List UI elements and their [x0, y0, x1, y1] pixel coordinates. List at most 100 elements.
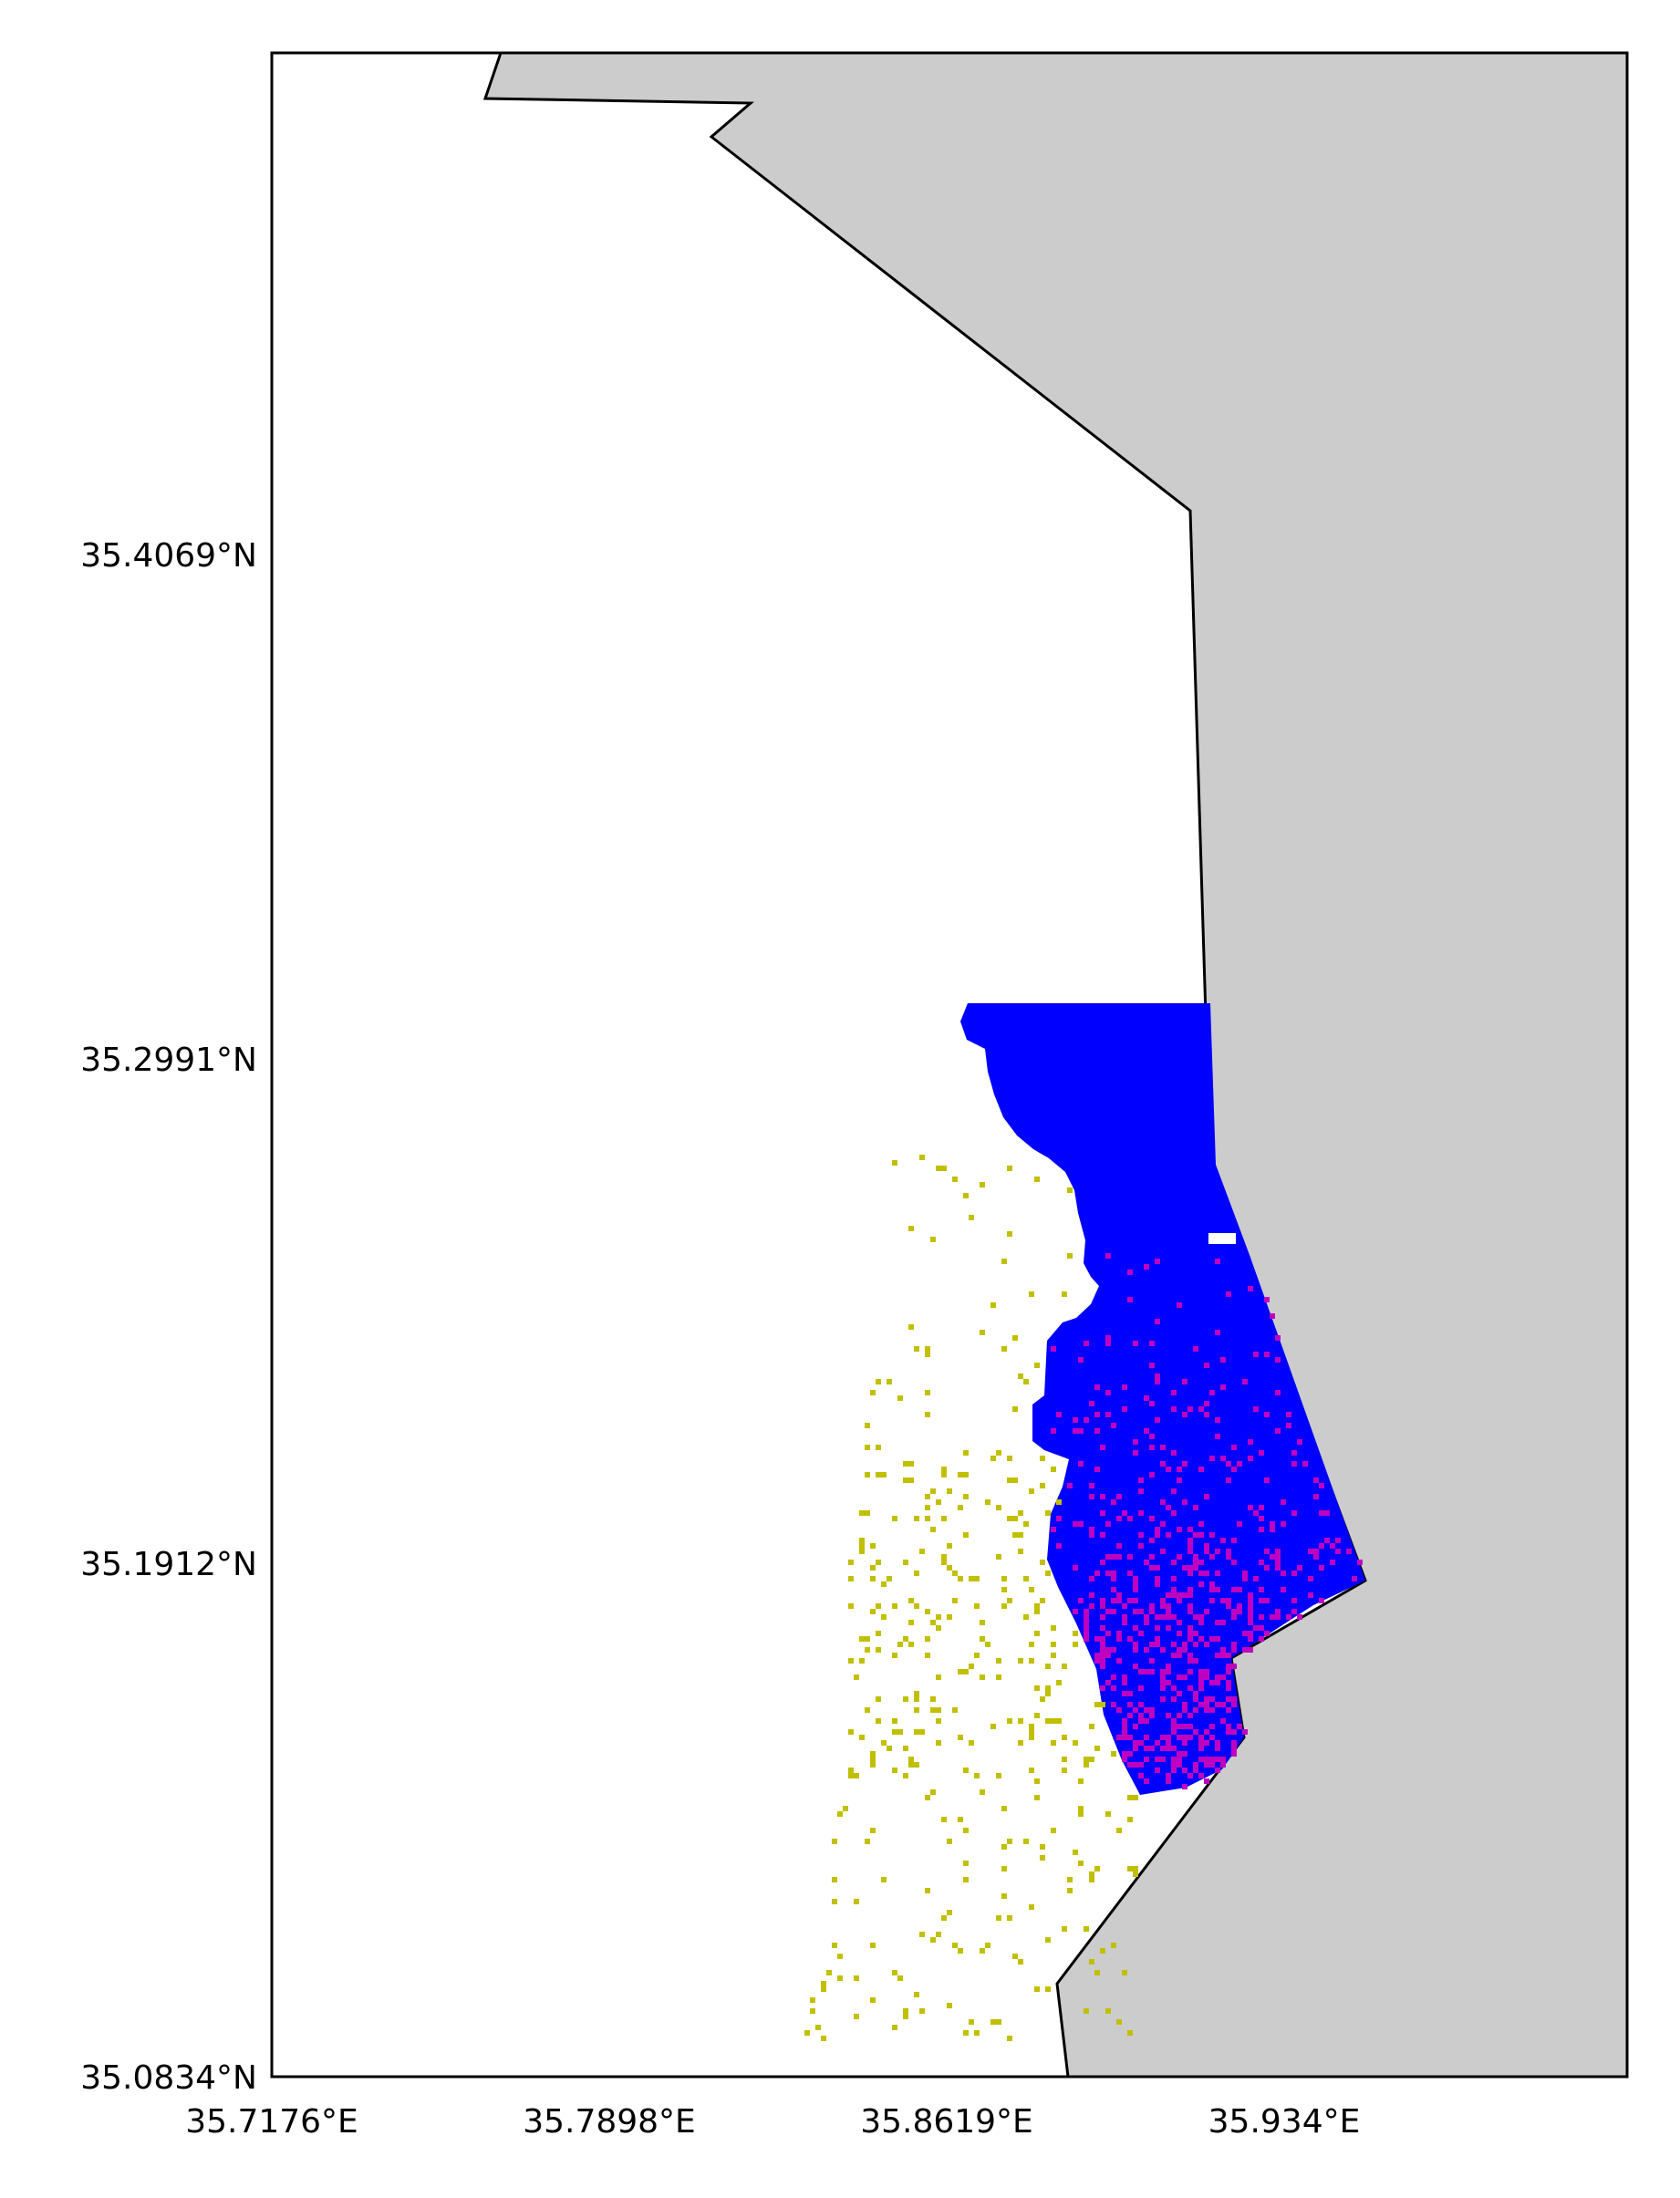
- magenta-cell: [1259, 1505, 1264, 1510]
- yellow-cell: [980, 1789, 985, 1795]
- magenta-cell: [1105, 1631, 1111, 1636]
- magenta-cell: [1182, 1499, 1187, 1505]
- magenta-cell: [1286, 1614, 1291, 1620]
- magenta-cell: [1231, 1467, 1237, 1472]
- magenta-cell: [1122, 1510, 1127, 1516]
- magenta-cell: [1127, 1636, 1133, 1642]
- magenta-cell: [1187, 1406, 1193, 1412]
- yellow-cell: [1045, 1937, 1051, 1943]
- magenta-cell: [1187, 1543, 1193, 1549]
- yellow-cell: [963, 1532, 969, 1538]
- magenta-cell: [1094, 1636, 1100, 1642]
- magenta-cell: [1138, 1477, 1144, 1483]
- magenta-cell: [1209, 1532, 1215, 1538]
- magenta-cell: [1204, 1412, 1209, 1417]
- yellow-cell: [1029, 1642, 1034, 1647]
- magenta-cell: [1133, 1587, 1138, 1592]
- magenta-cell: [1089, 1494, 1094, 1499]
- magenta-cell: [1248, 1439, 1253, 1445]
- magenta-cell: [1100, 1685, 1105, 1691]
- magenta-cell: [1144, 1669, 1149, 1674]
- magenta-cell: [1111, 1423, 1116, 1428]
- magenta-cell: [1182, 1740, 1187, 1746]
- magenta-cell: [1133, 1439, 1138, 1445]
- yellow-cell: [859, 1510, 865, 1516]
- yellow-cell: [914, 1691, 919, 1696]
- magenta-cell: [1133, 1581, 1138, 1587]
- magenta-cell: [1133, 1642, 1138, 1647]
- yellow-cell: [1056, 1718, 1062, 1724]
- yellow-cell: [919, 2008, 925, 2014]
- yellow-cell: [903, 1773, 908, 1778]
- magenta-cell: [1226, 1461, 1231, 1467]
- yellow-cell: [914, 1516, 919, 1521]
- magenta-cell: [1116, 1631, 1122, 1636]
- magenta-cell: [1187, 1603, 1193, 1609]
- magenta-cell: [1078, 1428, 1084, 1434]
- magenta-cell: [1116, 1516, 1122, 1521]
- yellow-cell: [1084, 1762, 1089, 1768]
- yellow-cell: [969, 2019, 974, 2025]
- yellow-cell: [925, 1505, 930, 1510]
- magenta-cell: [1105, 1253, 1111, 1259]
- magenta-cell: [1220, 1538, 1226, 1543]
- yellow-cell: [914, 1346, 919, 1352]
- magenta-cell: [1160, 1461, 1166, 1467]
- yellow-cell: [930, 1789, 936, 1795]
- magenta-cell: [1204, 1549, 1209, 1554]
- magenta-cell: [1160, 1647, 1166, 1653]
- yellow-cell: [837, 1975, 843, 1981]
- magenta-cell: [1187, 1527, 1193, 1532]
- yellow-cell: [941, 1554, 947, 1560]
- yellow-cell: [930, 1937, 936, 1943]
- magenta-cell: [1242, 1379, 1248, 1384]
- magenta-cell: [1166, 1669, 1171, 1674]
- magenta-cell: [1100, 1664, 1105, 1669]
- magenta-cell: [1231, 1642, 1237, 1647]
- yellow-cell: [897, 1975, 903, 1981]
- magenta-cell: [1078, 1521, 1084, 1527]
- yellow-cell: [843, 1806, 848, 1811]
- yellow-cell: [930, 1696, 936, 1702]
- magenta-cell: [1122, 1751, 1127, 1757]
- magenta-cell: [1171, 1729, 1177, 1735]
- yellow-cell: [1034, 1363, 1040, 1368]
- magenta-cell: [1111, 1587, 1116, 1592]
- yellow-cell: [1084, 1926, 1089, 1932]
- yellow-cell: [941, 1560, 947, 1565]
- magenta-cell: [1084, 1636, 1089, 1642]
- yellow-cell: [1045, 1664, 1051, 1669]
- magenta-cell: [1122, 1384, 1127, 1390]
- yellow-cell: [941, 1516, 947, 1521]
- magenta-cell: [1264, 1477, 1270, 1483]
- magenta-cell: [1111, 1554, 1116, 1560]
- magenta-cell: [1182, 1751, 1187, 1757]
- magenta-cell: [1155, 1614, 1160, 1620]
- magenta-cell: [1204, 1669, 1209, 1674]
- magenta-cell: [1127, 1691, 1133, 1696]
- magenta-cell: [1198, 1406, 1204, 1412]
- yellow-cell: [865, 1636, 870, 1642]
- magenta-cell: [1215, 1434, 1220, 1439]
- magenta-cell: [1122, 1724, 1127, 1729]
- yellow-cell: [974, 1653, 980, 1658]
- yellow-cell: [1133, 1795, 1138, 1800]
- magenta-cell: [1122, 1735, 1127, 1740]
- magenta-cell: [1149, 1363, 1155, 1368]
- magenta-cell: [1116, 1658, 1122, 1664]
- yellow-cell: [925, 1636, 930, 1642]
- magenta-cell: [1215, 1740, 1220, 1746]
- yellow-cell: [1034, 1177, 1040, 1182]
- yellow-cell: [996, 2019, 1001, 2025]
- magenta-cell: [1291, 1510, 1297, 1516]
- magenta-cell: [1193, 1642, 1198, 1647]
- magenta-cell: [1187, 1773, 1193, 1778]
- magenta-cell: [1253, 1576, 1259, 1581]
- magenta-cell: [1138, 1532, 1144, 1538]
- yellow-cell: [914, 1762, 919, 1768]
- yellow-cell: [1029, 1768, 1034, 1773]
- yellow-cell: [859, 1658, 865, 1664]
- magenta-cell: [1160, 1746, 1166, 1751]
- magenta-cell: [1209, 1757, 1215, 1762]
- magenta-cell: [1346, 1549, 1352, 1554]
